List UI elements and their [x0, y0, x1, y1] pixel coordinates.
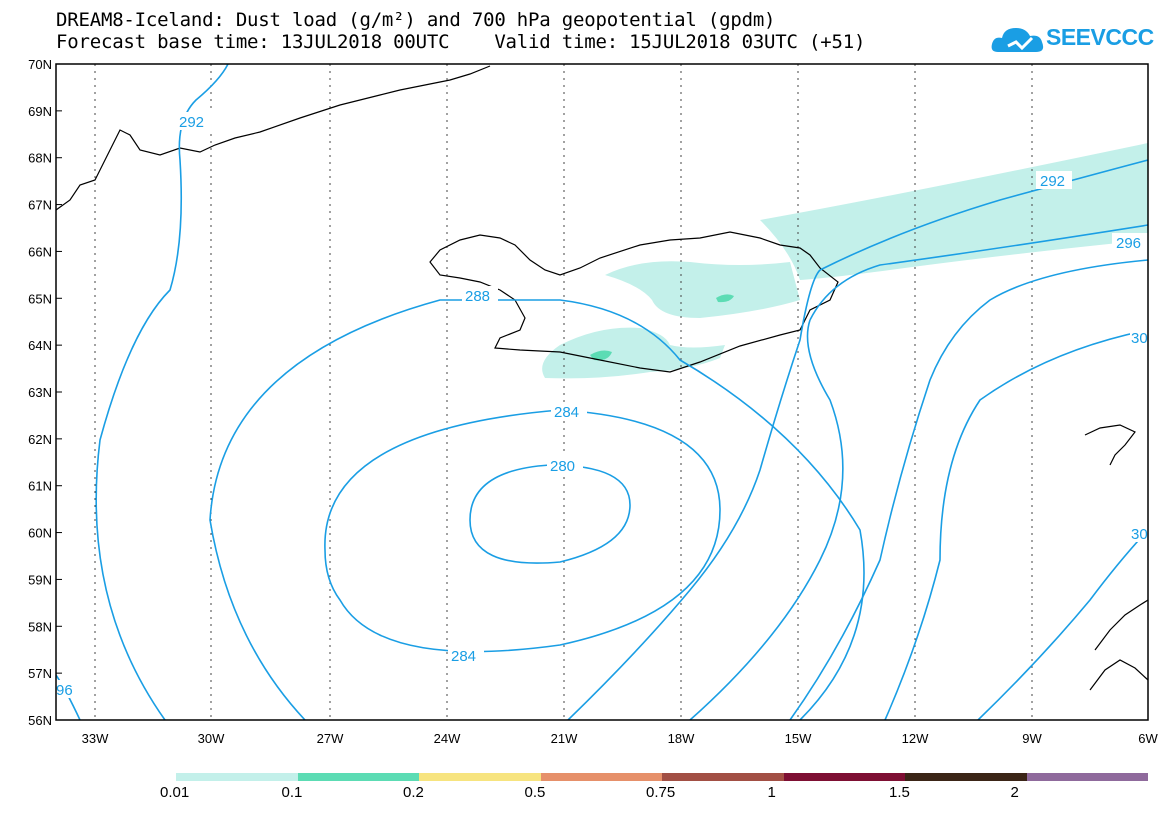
- dust-area-iceland-north: [605, 261, 800, 318]
- legend-swatch: [176, 773, 298, 781]
- legend-label: 0.75: [646, 784, 676, 801]
- longitude-label: 21W: [551, 731, 578, 746]
- legend-label: 1.5: [889, 784, 910, 801]
- longitude-label: 12W: [902, 731, 929, 746]
- longitude-label: 27W: [317, 731, 344, 746]
- coast-faroes-shetland: [1084, 424, 1136, 466]
- dust-area-iceland-south: [542, 327, 725, 379]
- contour-label-group: 292 292 296 288 284 280 284 96 30 30: [56, 112, 1148, 699]
- contour-label: 288: [465, 288, 490, 305]
- latitude-label: 67N: [28, 198, 52, 213]
- map-frame: [55, 63, 1149, 721]
- contour-300: [789, 259, 1148, 720]
- latitude-label: 68N: [28, 151, 52, 166]
- contour-284: [324, 409, 721, 653]
- latitude-label: 64N: [28, 338, 52, 353]
- legend-label: 0.1: [281, 784, 303, 801]
- coast-scotland: [1089, 599, 1148, 691]
- legend-label: 0.2: [403, 784, 424, 801]
- contour-308: [977, 529, 1148, 720]
- contour-288: [209, 299, 865, 720]
- longitude-label: 15W: [785, 731, 812, 746]
- legend-swatch: [419, 773, 541, 781]
- legend-swatch: [540, 773, 662, 781]
- coastlines: [56, 65, 1148, 691]
- map-subtitle: Forecast base time: 13JUL2018 00UTC Vali…: [56, 31, 866, 53]
- logo-text: SEEVCCC: [1046, 24, 1154, 50]
- longitude-label: 33W: [82, 731, 109, 746]
- legend-swatch: [905, 773, 1027, 781]
- latitude-label: 62N: [28, 432, 52, 447]
- contour-304: [884, 329, 1148, 720]
- legend-label: 0.01: [160, 784, 190, 801]
- latitude-label: 70N: [28, 57, 52, 72]
- latitude-label: 63N: [28, 385, 52, 400]
- contour-292-south: [567, 269, 821, 720]
- latitude-label: 69N: [28, 104, 52, 119]
- contour-292-east: [819, 159, 1148, 271]
- latitude-label: 66N: [28, 244, 52, 259]
- legend-swatch: [783, 773, 905, 781]
- contour-296: [689, 319, 844, 720]
- coast-greenland: [56, 65, 491, 211]
- contour-280: [469, 464, 631, 564]
- longitude-axis: 33W 30W 27W 24W 21W 18W 15W 12W 9W 6W: [82, 731, 1159, 746]
- legend-swatch: [662, 773, 784, 781]
- longitude-label: 30W: [198, 731, 225, 746]
- contour-label: 292: [1040, 173, 1065, 190]
- longitude-label: 9W: [1022, 731, 1042, 746]
- dust-plume-east: [760, 143, 1148, 280]
- contour-label: 284: [451, 648, 476, 665]
- legend-label: 0.5: [524, 784, 546, 801]
- legend-swatch: [297, 773, 419, 781]
- contour-label: 30: [1131, 330, 1148, 347]
- legend-label: 1: [767, 784, 776, 801]
- latitude-label: 58N: [28, 619, 52, 634]
- graticule: [94, 64, 1033, 720]
- legend-label: 2: [1010, 784, 1019, 801]
- dust-core-1: [716, 294, 734, 303]
- contour-label: 96: [56, 682, 73, 699]
- contour-292: [95, 64, 229, 720]
- latitude-axis: 70N 69N 68N 67N 66N 65N 64N 63N 62N 61N 60N 59N 58N 5…: [28, 57, 62, 728]
- contour-296-east: [809, 224, 1148, 321]
- geopotential-contours: [56, 64, 1148, 720]
- coast-iceland: [429, 231, 839, 373]
- longitude-label: 6W: [1138, 731, 1158, 746]
- contour-label: 30: [1131, 526, 1148, 543]
- dust-core-2: [590, 350, 612, 361]
- latitude-label: 57N: [28, 666, 52, 681]
- latitude-label: 61N: [28, 479, 52, 494]
- legend-swatch: [1026, 773, 1148, 781]
- latitude-label: 56N: [28, 713, 52, 728]
- latitude-label: 59N: [28, 572, 52, 587]
- contour-label: 296: [1116, 235, 1141, 252]
- contour-label: 284: [554, 404, 579, 421]
- map-title: DREAM8-Iceland: Dust load (g/m²) and 700…: [56, 9, 776, 31]
- cloud-logo-icon: [991, 28, 1044, 52]
- longitude-label: 24W: [434, 731, 461, 746]
- latitude-label: 60N: [28, 526, 52, 541]
- contour-label: 280: [550, 458, 575, 475]
- contour-label: 292: [179, 114, 204, 131]
- latitude-label: 65N: [28, 291, 52, 306]
- longitude-label: 18W: [668, 731, 695, 746]
